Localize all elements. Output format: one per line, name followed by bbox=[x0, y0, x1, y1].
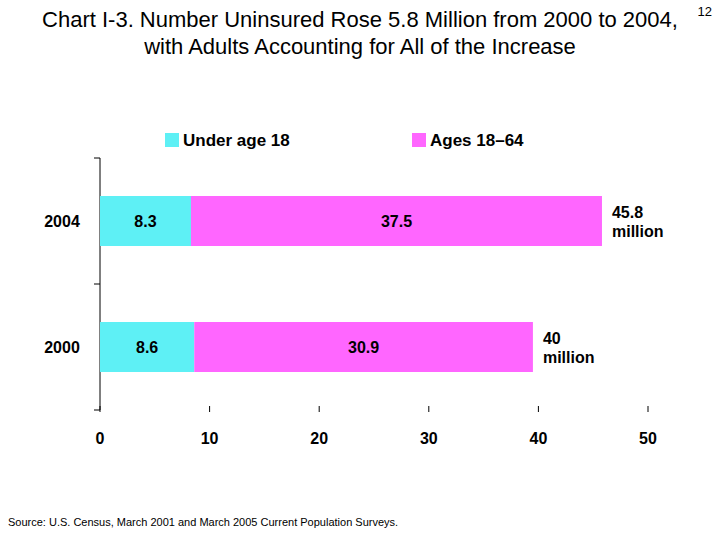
x-tick-label: 10 bbox=[201, 430, 219, 447]
bar-segment bbox=[100, 322, 194, 372]
annotation: 40 million bbox=[543, 330, 595, 366]
legend-swatch bbox=[165, 133, 179, 147]
legend-swatch bbox=[412, 133, 426, 147]
data-labels: 8.3 37.5 8.6 30.9 bbox=[134, 213, 412, 356]
data-label: 8.6 bbox=[136, 339, 158, 356]
category-boundary bbox=[94, 158, 100, 159]
category-label: 2000 bbox=[44, 339, 80, 356]
annotation-line: million bbox=[543, 349, 595, 366]
category-label: 2004 bbox=[44, 213, 80, 230]
annotation-line: 45.8 bbox=[612, 204, 648, 221]
annotation: 45.8 million bbox=[612, 204, 664, 240]
x-tick bbox=[209, 406, 210, 412]
legend-label: Ages 18–64 bbox=[430, 131, 524, 150]
x-tick-label: 50 bbox=[639, 430, 657, 447]
annotation-line: million bbox=[612, 223, 664, 240]
title: Chart I-3. Number Uninsured Rose 5.8 Mil… bbox=[30, 6, 690, 60]
bar-segment bbox=[191, 196, 602, 246]
annotation-line: 40 bbox=[543, 330, 565, 347]
x-tick bbox=[428, 406, 429, 412]
x-tick-label: 40 bbox=[530, 430, 548, 447]
page-number: 12 bbox=[698, 4, 712, 19]
category-boundary bbox=[94, 410, 100, 411]
legend-label: Under age 18 bbox=[183, 131, 290, 150]
chart: Under age 18 Ages 18–64 2004 2000 0 10 20 30 40 5… bbox=[0, 0, 720, 540]
data-label: 30.9 bbox=[348, 339, 379, 356]
x-tick bbox=[100, 406, 101, 412]
data-label: 8.3 bbox=[134, 213, 156, 230]
x-tick bbox=[319, 406, 320, 412]
category-boundary bbox=[94, 284, 100, 285]
data-label: 37.5 bbox=[381, 213, 412, 230]
x-tick-label: 30 bbox=[420, 430, 438, 447]
x-tick-label: 20 bbox=[310, 430, 328, 447]
bar-segment bbox=[194, 322, 533, 372]
x-tick-label: 0 bbox=[96, 430, 105, 447]
bar-segment bbox=[100, 196, 191, 246]
bars bbox=[100, 196, 602, 372]
x-tick bbox=[648, 406, 649, 412]
source: Source: U.S. Census, March 2001 and Marc… bbox=[8, 516, 398, 528]
x-tick bbox=[538, 406, 539, 412]
